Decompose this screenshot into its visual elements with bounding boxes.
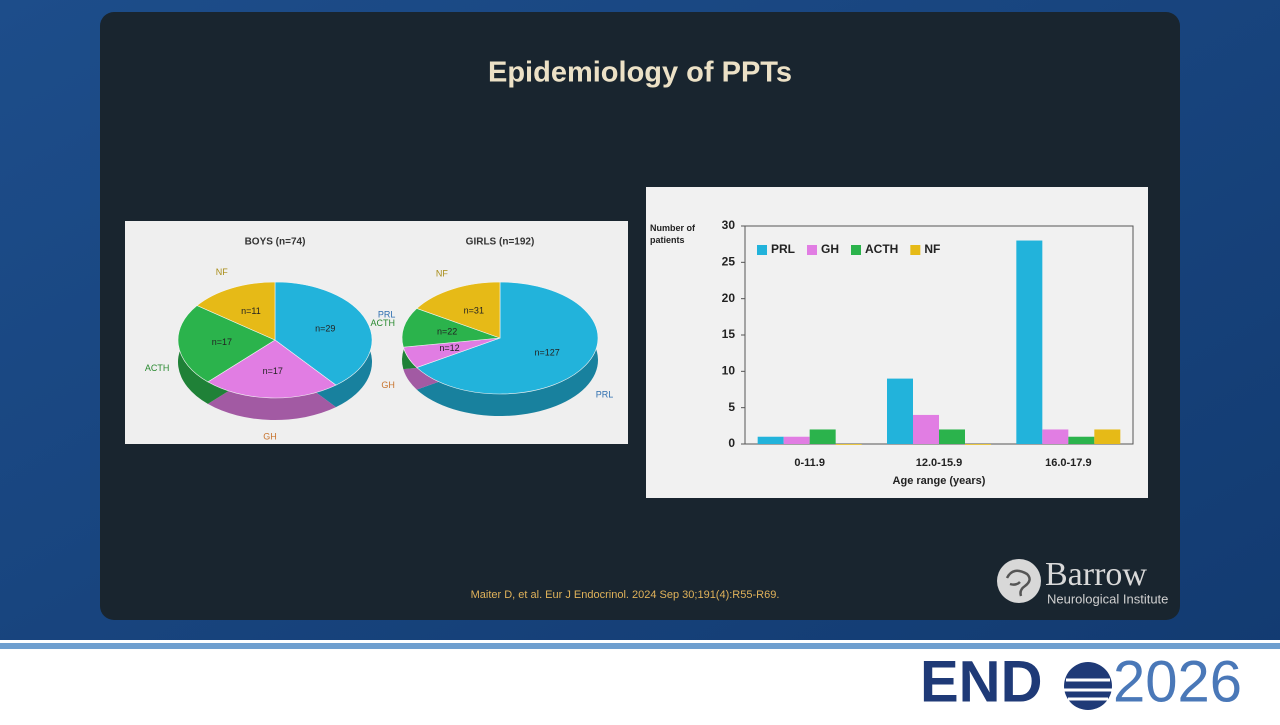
logo-subtitle: Neurological Institute — [1047, 591, 1168, 606]
slice-value-label: n=29 — [315, 324, 335, 334]
pie-title: GIRLS (n=192) — [466, 237, 535, 248]
slice-category-label: PRL — [378, 309, 396, 319]
bar — [913, 414, 939, 444]
slice-category-label: GH — [381, 380, 395, 390]
slice-category-label: PRL — [596, 390, 614, 400]
slice-value-label: n=11 — [241, 306, 261, 316]
brand-globe-lines — [1064, 678, 1112, 701]
x-tick-label: 12.0-15.9 — [916, 457, 962, 469]
bar — [1068, 436, 1095, 444]
legend-label: PRL — [771, 242, 795, 256]
legend-swatch — [851, 245, 861, 255]
slice — [177, 305, 276, 383]
slide-title: Epidemiology of PPTs — [488, 57, 792, 89]
slice-category-label: GH — [263, 432, 277, 442]
slice-category-label: ACTH — [145, 363, 170, 373]
slice-value-label: n=17 — [263, 366, 283, 376]
bar — [939, 429, 965, 444]
slice-value-label: n=127 — [534, 347, 559, 357]
legend-swatch — [910, 245, 921, 255]
slice-category-label: ACTH — [370, 318, 395, 328]
slice — [207, 339, 337, 399]
pie-title: BOYS (n=74) — [245, 237, 306, 248]
bar — [757, 436, 784, 444]
y-tick-label: 30 — [722, 218, 736, 232]
slice-value-label: n=12 — [439, 343, 459, 353]
y-tick-label: 15 — [722, 327, 736, 341]
x-tick-label: 0-11.9 — [794, 457, 825, 469]
logo-brain — [1005, 569, 1031, 597]
slice-category-label: NF — [216, 267, 228, 277]
bar — [1094, 429, 1121, 444]
logo-icon — [997, 559, 1041, 603]
bar — [835, 444, 862, 445]
slice — [274, 281, 373, 386]
y-tick-label: 25 — [722, 255, 736, 269]
bar — [887, 378, 913, 444]
bar — [965, 444, 991, 445]
y-tick-label: 0 — [728, 436, 735, 450]
slice-value-label: n=31 — [464, 305, 484, 315]
brand-left: END — [920, 649, 1042, 714]
x-axis-label: Age range (years) — [893, 475, 986, 487]
legend-swatch — [757, 245, 767, 255]
y-tick-label: 10 — [722, 364, 736, 378]
slice — [416, 281, 501, 339]
slice — [416, 281, 599, 395]
legend-label: ACTH — [865, 242, 898, 256]
y-tick-label: 20 — [722, 291, 736, 305]
bar — [1016, 240, 1043, 444]
legend-label: GH — [821, 242, 839, 256]
legend-label: NF — [924, 242, 940, 256]
x-tick-label: 16.0-17.9 — [1045, 457, 1091, 469]
brand-globe — [1064, 662, 1112, 710]
slice-category-label: NF — [436, 269, 448, 279]
y-label-box: Number of patients — [650, 223, 695, 245]
citation: Maiter D, et al. Eur J Endocrinol. 2024 … — [471, 589, 780, 601]
y-tick-label: 5 — [728, 400, 735, 414]
logo-name: Barrow — [1045, 556, 1147, 593]
bar — [1042, 429, 1069, 444]
footer-line — [0, 643, 1280, 649]
slice-value-label: n=22 — [437, 326, 457, 336]
y-axis-label: Number of patients — [650, 223, 695, 245]
bar-panel — [646, 187, 1148, 498]
bar — [809, 429, 836, 444]
slice-value-label: n=17 — [212, 337, 232, 347]
bar — [783, 436, 810, 444]
slice — [196, 281, 276, 341]
brand-right: 2026 — [1113, 649, 1242, 714]
slice — [401, 308, 501, 348]
legend-swatch — [807, 245, 817, 255]
